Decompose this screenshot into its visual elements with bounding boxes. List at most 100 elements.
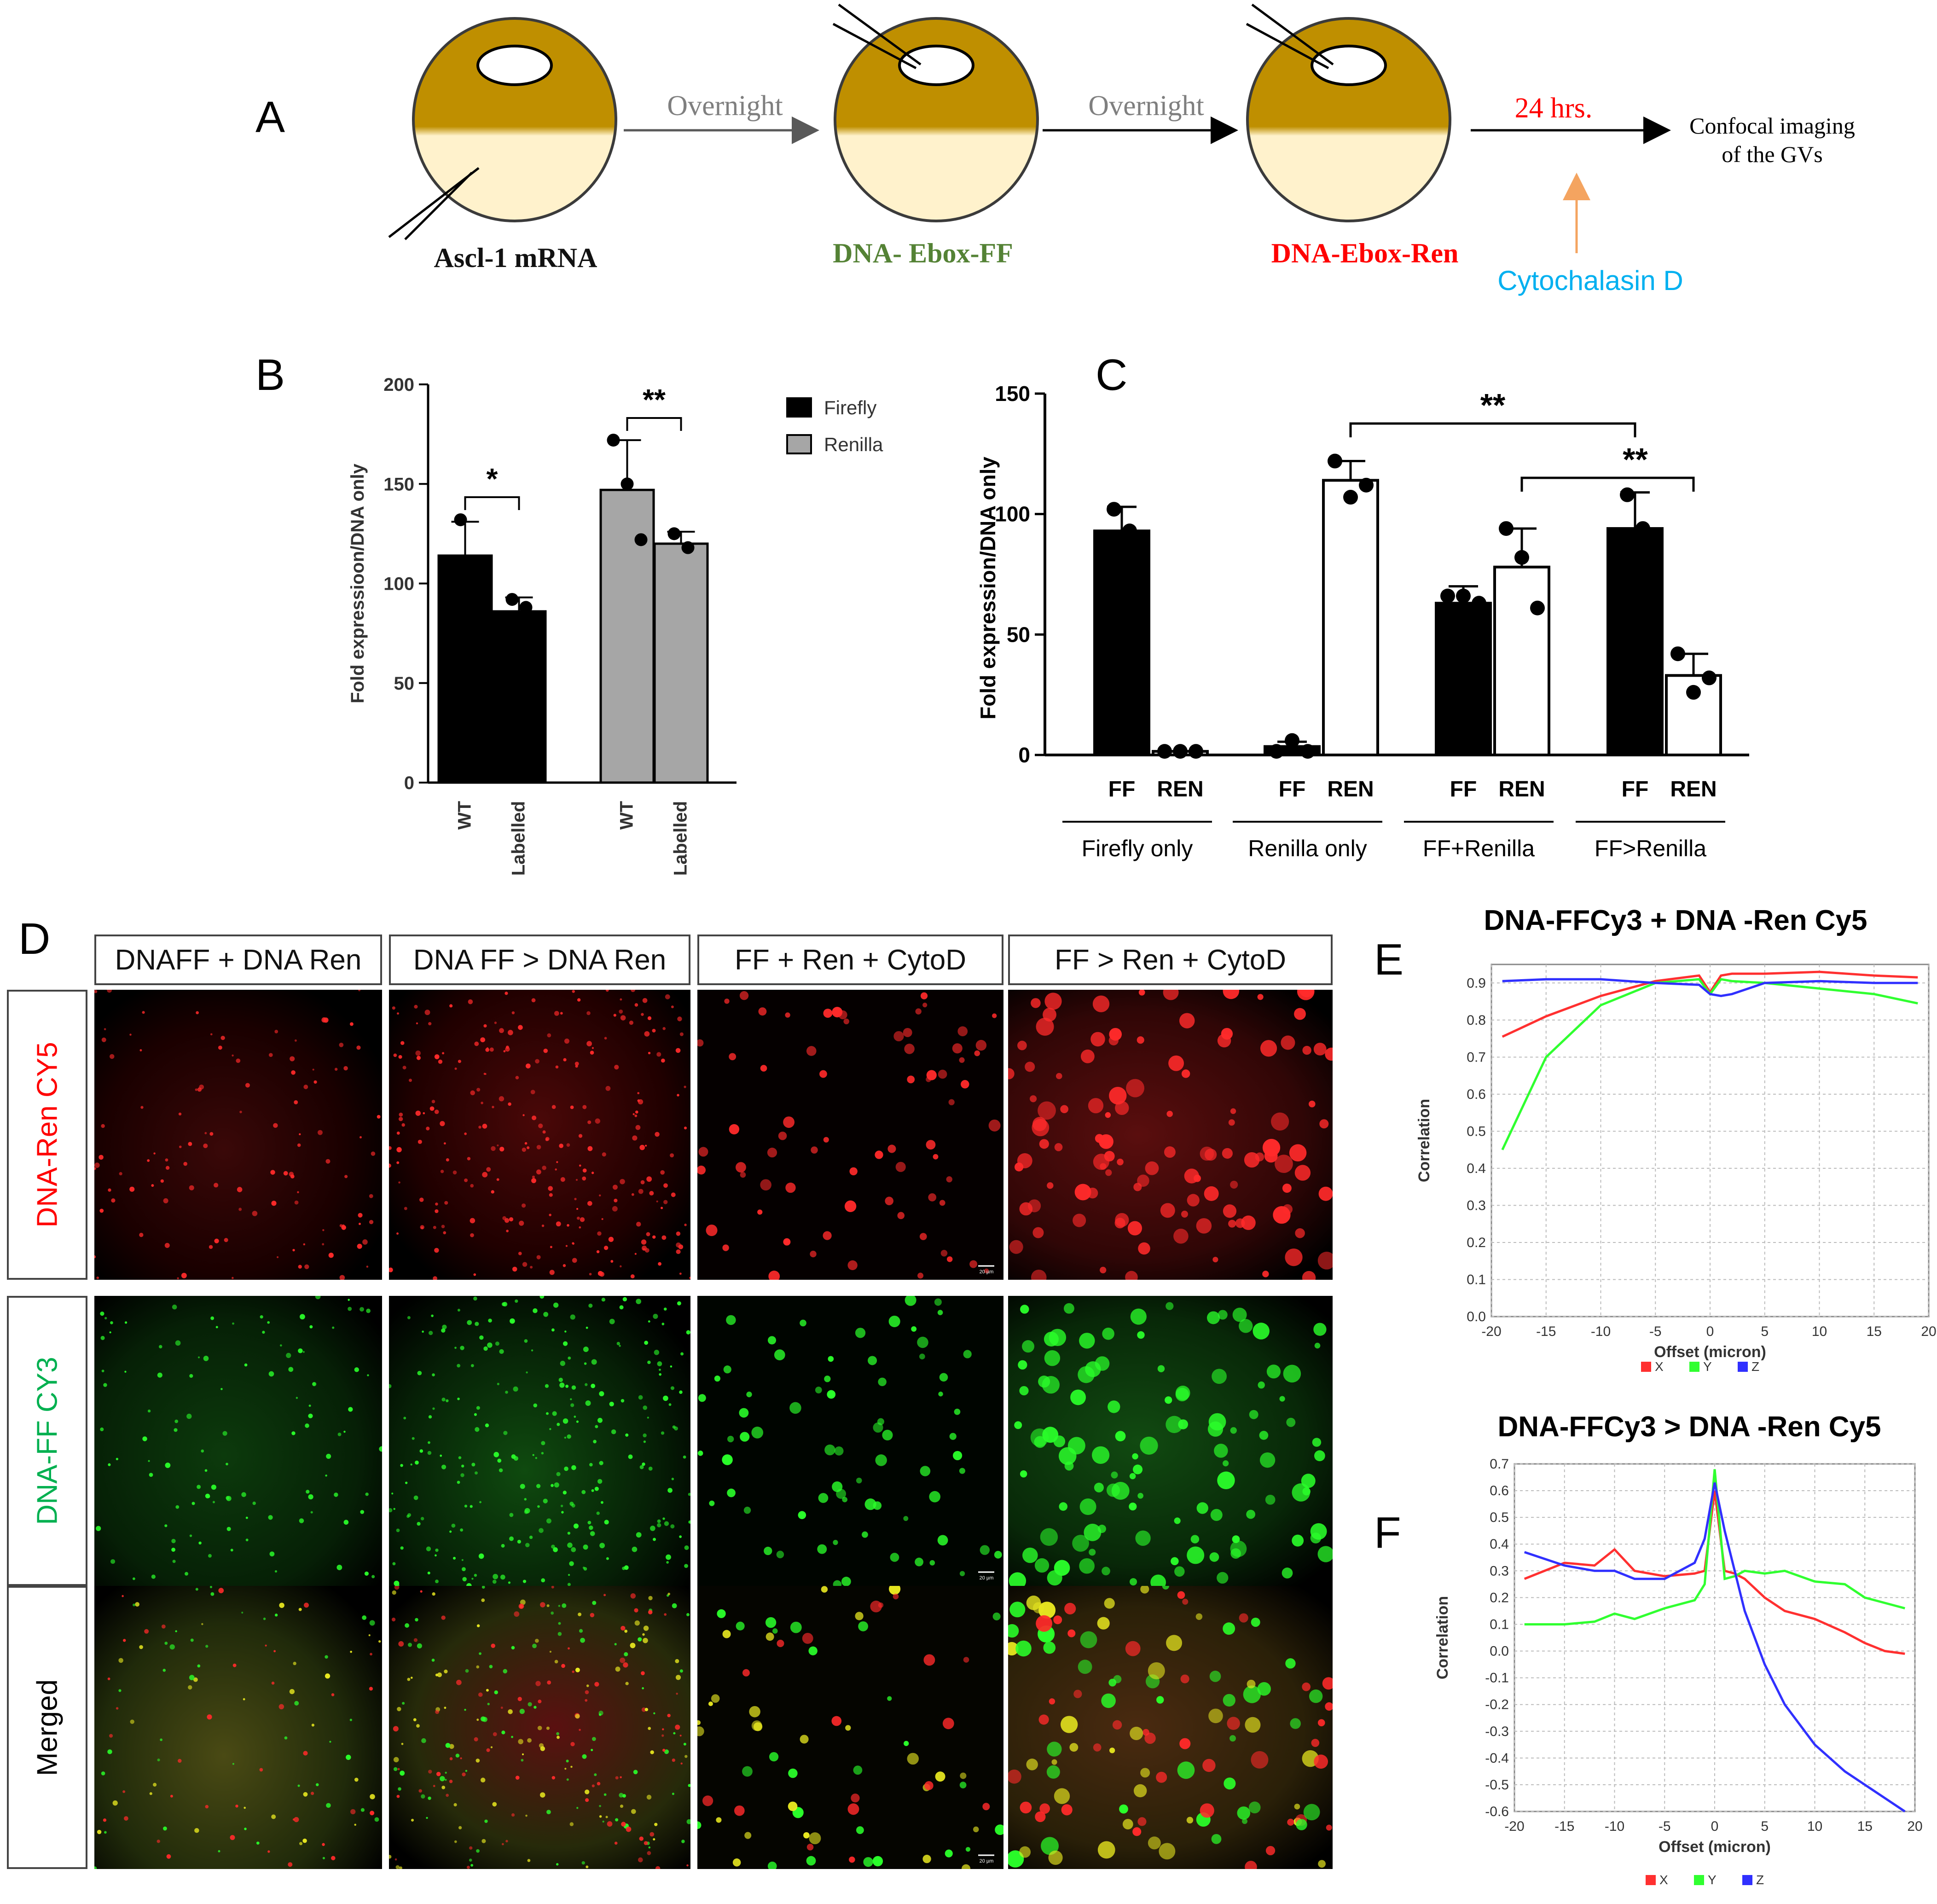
fluorescent-spot [588,1303,593,1308]
legend-label-b: Firefly [824,397,876,418]
fluorescent-spot [165,1463,171,1468]
fluorescent-spot [591,1489,594,1492]
oocyte-3 [1246,3,1451,222]
fluorescent-spot [596,1511,600,1515]
fluorescent-spot [716,1817,722,1823]
fluorescent-spot [904,1044,915,1054]
fluorescent-spot [245,1538,249,1542]
fluorescent-spot [284,1736,288,1740]
fluorescent-spot [887,1144,896,1153]
label-ascl1: Ascl-1 mRNA [434,243,597,273]
fluorescent-spot [630,1643,636,1649]
legend-label-F: Y [1708,1873,1717,1887]
fluorescent-spot [772,1628,778,1634]
fluorescent-spot [517,1539,522,1544]
data-point-b [634,533,648,546]
fluorescent-spot [644,1341,649,1345]
fluorescent-spot [642,1687,644,1689]
fluorescent-spot [954,1408,961,1415]
y-tick-label-E: 0.9 [1467,975,1486,991]
fluorescent-spot [659,1369,661,1371]
fluorescent-spot [535,1681,541,1686]
fluorescent-spot [605,990,609,992]
fluorescent-spot [101,1124,105,1128]
fluorescent-spot [1208,1413,1226,1431]
fluorescent-spot [413,1495,418,1500]
fluorescent-spot [915,1557,923,1567]
fluorescent-spot [481,1586,485,1589]
fluorescent-spot [1117,1158,1124,1166]
fluorescent-spot [316,1783,319,1787]
fluorescent-spot [890,1553,899,1562]
fluorescent-spot [823,1231,832,1240]
fluorescent-spot [273,1123,278,1128]
fluorescent-spot [648,1846,651,1849]
fluorescent-spot [1135,1530,1151,1546]
fluorescent-spot [1064,1602,1076,1614]
fluorescent-spot [650,1750,654,1754]
fluorescent-spot [451,1523,456,1528]
fluorescent-spot [94,990,98,993]
fluorescent-spot [952,1451,963,1460]
fluorescent-spot [474,1737,478,1741]
fluorescent-spot [1325,1047,1333,1061]
fluorescent-spot [697,1039,704,1047]
fluorescent-spot [545,1138,549,1141]
fluorescent-spot [326,1454,331,1459]
fluorescent-spot [471,1578,474,1580]
fluorescent-spot [666,1561,669,1564]
fluorescent-spot [749,1706,760,1718]
fluorescent-spot [377,1115,381,1119]
fluorescent-spot [907,1075,915,1084]
y-tick-label-F: -0.5 [1485,1777,1509,1793]
fluorescent-spot [122,1790,126,1793]
fluorescent-spot [1108,1400,1120,1413]
fluorescent-spot [1217,1471,1235,1489]
fluorescent-spot [636,1221,641,1227]
fluorescent-spot [174,1419,179,1423]
fluorescent-spot [1130,1308,1147,1325]
fluorescent-spot [802,1633,813,1644]
fluorescent-spot [1106,1483,1120,1497]
fluorescent-spot [194,1828,199,1833]
x-tick-label-c: REN [1327,777,1374,801]
fluorescent-spot [1165,1396,1172,1404]
significance-bracket-b [626,417,682,431]
fluorescent-spot [178,1112,182,1116]
fluorescent-spot [483,1346,488,1351]
fluorescent-spot [1243,1685,1261,1703]
fluorescent-spot [475,1427,480,1432]
fluorescent-spot [661,1734,664,1737]
fluorescent-spot [332,1326,335,1329]
fluorescent-spot [1265,1494,1276,1505]
label-ebox-ren: DNA-Ebox-Ren [1271,238,1459,268]
fluorescent-spot [1040,1528,1058,1546]
fluorescent-spot [436,1771,441,1776]
legend-swatch-E [1738,1362,1748,1372]
fluorescent-spot [638,1395,643,1400]
y-tick-label-F: 0.0 [1490,1644,1509,1659]
fluorescent-spot [464,1178,468,1182]
significance-label-c: ** [1623,441,1648,477]
fluorescent-spot [920,992,928,999]
fluorescent-spot [502,1301,508,1307]
fluorescent-spot [589,1272,592,1276]
fluorescent-spot [622,1794,626,1798]
fluorescent-spot [306,1490,310,1494]
fluorescent-spot [298,1348,303,1353]
fluorescent-spot [1018,1360,1027,1370]
legend-swatch-F [1742,1875,1752,1885]
fluorescent-spot [1047,1182,1054,1189]
fluorescent-spot [433,1276,437,1280]
fluorescent-spot [163,1198,168,1203]
fluorescent-spot [679,1032,684,1036]
fluorescent-spot [612,1206,618,1212]
panel-a-schematic: Overnight Overnight 24 hrs. Confocal ima… [388,3,1855,296]
fluorescent-spot [1196,1812,1211,1827]
x-tick-label-E: -10 [1591,1324,1611,1339]
fluorescent-spot [547,1680,551,1685]
fluorescent-spot [568,1356,571,1360]
fluorescent-spot [664,1749,669,1754]
fluorescent-spot [554,1010,559,1016]
fluorescent-spot [119,1172,122,1176]
